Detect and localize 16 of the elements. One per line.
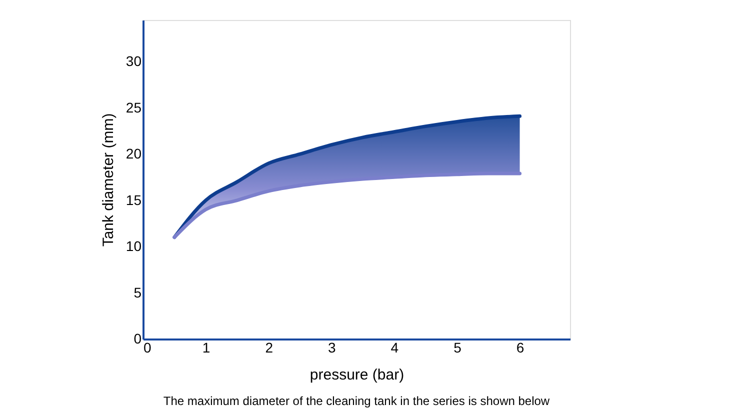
- y-tick-label: 30: [126, 53, 142, 70]
- y-tick-label: 20: [126, 146, 142, 162]
- x-tick-label: 2: [265, 340, 274, 356]
- x-axis-title: pressure (bar): [310, 366, 404, 384]
- y-tick-label: 25: [126, 99, 142, 116]
- y-tick-label: 15: [126, 192, 142, 208]
- y-tick-label: 10: [126, 238, 142, 254]
- text: The maximum diameter of the cleaning tank in the series is shown below: [163, 394, 550, 408]
- x-tick-label: 5: [454, 340, 462, 356]
- x-tick-label: 3: [328, 340, 336, 356]
- x-tick-label: 4: [390, 340, 399, 356]
- x-tick-label: 6: [516, 340, 524, 356]
- line-series: [172, 172, 522, 240]
- y-axis-title: Tank diameter (mm): [100, 113, 117, 247]
- y-tick-label: 5: [134, 284, 142, 300]
- x-tick-label: 1: [202, 340, 210, 356]
